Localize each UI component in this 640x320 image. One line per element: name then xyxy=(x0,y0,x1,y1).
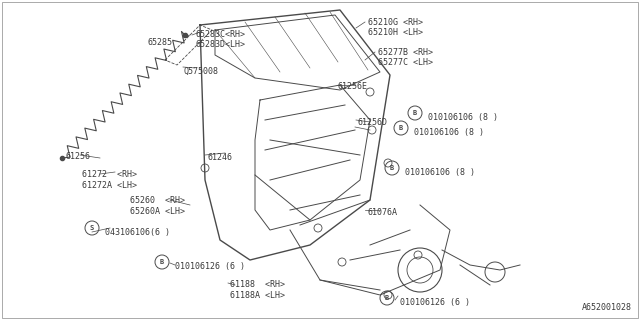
Text: 65277C <LH>: 65277C <LH> xyxy=(378,58,433,67)
Text: 61272  <RH>: 61272 <RH> xyxy=(82,170,137,179)
Text: 010106106 (8 ): 010106106 (8 ) xyxy=(405,168,475,177)
Text: 010106126 (6 ): 010106126 (6 ) xyxy=(400,298,470,307)
Text: B: B xyxy=(413,110,417,116)
Text: 65260A <LH>: 65260A <LH> xyxy=(130,207,185,216)
Text: Q575008: Q575008 xyxy=(183,67,218,76)
Text: 65285: 65285 xyxy=(148,38,173,47)
Text: B: B xyxy=(160,259,164,265)
Text: 043106106(6 ): 043106106(6 ) xyxy=(105,228,170,237)
Text: 65283D<LH>: 65283D<LH> xyxy=(196,40,246,49)
Text: 010106106 (8 ): 010106106 (8 ) xyxy=(428,113,498,122)
Text: A652001028: A652001028 xyxy=(582,303,632,312)
Text: 65210G <RH>: 65210G <RH> xyxy=(368,18,423,27)
Text: 65277B <RH>: 65277B <RH> xyxy=(378,48,433,57)
Text: 61076A: 61076A xyxy=(368,208,398,217)
Text: 010106126 (6 ): 010106126 (6 ) xyxy=(175,262,245,271)
Text: 61256D: 61256D xyxy=(358,118,388,127)
Text: 010106106 (8 ): 010106106 (8 ) xyxy=(414,128,484,137)
Text: 61272A <LH>: 61272A <LH> xyxy=(82,181,137,190)
Text: B: B xyxy=(390,165,394,171)
Text: 61246: 61246 xyxy=(208,153,233,162)
Text: B: B xyxy=(385,295,389,301)
Text: 65260  <RH>: 65260 <RH> xyxy=(130,196,185,205)
Text: B: B xyxy=(399,125,403,131)
Text: 61256: 61256 xyxy=(66,152,91,161)
Text: S: S xyxy=(90,225,94,231)
Text: 65210H <LH>: 65210H <LH> xyxy=(368,28,423,37)
Text: 61188A <LH>: 61188A <LH> xyxy=(230,291,285,300)
Text: 61188  <RH>: 61188 <RH> xyxy=(230,280,285,289)
Text: 65283C<RH>: 65283C<RH> xyxy=(196,30,246,39)
Text: 61256E: 61256E xyxy=(338,82,368,91)
